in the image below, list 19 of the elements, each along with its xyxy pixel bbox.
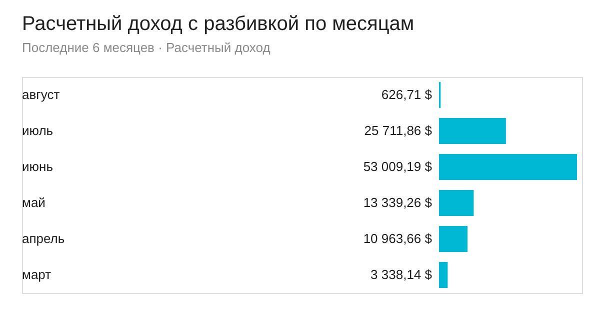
- data-label: 53 009,19 $: [363, 159, 433, 174]
- data-label: 25 711,86 $: [364, 123, 433, 138]
- bar: [439, 262, 448, 288]
- bar: [439, 190, 474, 216]
- data-label: 3 338,14 $: [370, 267, 433, 282]
- bar: [439, 154, 577, 180]
- bar: [439, 226, 468, 252]
- text: Последние 6 месяцев · Расчетный доход: [22, 40, 271, 55]
- y-tick-label: июнь: [22, 159, 54, 174]
- data-label: 10 963,66 $: [363, 231, 433, 246]
- y-tick-label: июль: [22, 123, 54, 138]
- y-tick-label: май: [22, 195, 46, 210]
- text: Расчетный доход с разбивкой по месяцам: [22, 13, 414, 35]
- y-tick-label: август: [22, 87, 60, 102]
- y-tick-label: апрель: [22, 231, 65, 246]
- bar: [439, 118, 506, 144]
- data-label: 626,71 $: [381, 87, 433, 102]
- data-label: 13 339,26 $: [363, 195, 433, 210]
- y-tick-label: март: [22, 267, 52, 282]
